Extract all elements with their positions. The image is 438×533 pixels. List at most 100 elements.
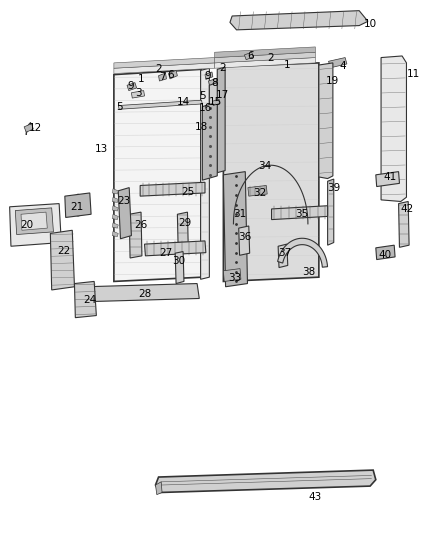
Polygon shape (112, 231, 118, 237)
Circle shape (187, 291, 190, 294)
Polygon shape (202, 102, 217, 180)
Text: 43: 43 (309, 492, 322, 502)
Polygon shape (129, 212, 142, 258)
Polygon shape (85, 284, 199, 302)
Polygon shape (112, 189, 118, 194)
Text: 6: 6 (167, 70, 174, 79)
Polygon shape (319, 63, 333, 179)
Polygon shape (24, 124, 33, 132)
Text: 5: 5 (116, 102, 123, 111)
Polygon shape (65, 193, 91, 217)
Text: 22: 22 (57, 246, 70, 255)
Circle shape (149, 291, 152, 294)
Text: 19: 19 (326, 76, 339, 86)
Polygon shape (131, 91, 145, 98)
Polygon shape (112, 197, 118, 203)
Text: 10: 10 (364, 19, 377, 29)
Text: 9: 9 (127, 82, 134, 91)
Text: 2: 2 (267, 53, 274, 62)
Polygon shape (248, 185, 267, 196)
Text: 8: 8 (211, 78, 218, 87)
Text: 21: 21 (70, 202, 83, 212)
Polygon shape (201, 68, 209, 279)
Polygon shape (112, 206, 118, 211)
Text: 32: 32 (253, 188, 266, 198)
Polygon shape (127, 83, 137, 91)
Polygon shape (26, 123, 31, 135)
Text: 9: 9 (205, 71, 212, 80)
Text: 14: 14 (177, 98, 190, 107)
Polygon shape (145, 241, 206, 256)
Polygon shape (244, 52, 253, 60)
Polygon shape (114, 58, 215, 68)
Polygon shape (278, 244, 288, 268)
Text: 16: 16 (198, 103, 212, 112)
Text: 13: 13 (95, 144, 108, 154)
Text: 5: 5 (199, 91, 206, 101)
Text: 35: 35 (295, 209, 308, 219)
Polygon shape (15, 208, 53, 235)
Polygon shape (223, 172, 247, 287)
Text: 29: 29 (178, 218, 191, 228)
Polygon shape (118, 188, 131, 239)
Polygon shape (155, 470, 376, 492)
Polygon shape (112, 214, 118, 220)
Polygon shape (215, 52, 315, 63)
Text: 1: 1 (138, 74, 145, 84)
Polygon shape (328, 58, 347, 68)
Text: 3: 3 (134, 88, 141, 98)
Polygon shape (74, 281, 96, 318)
Text: 28: 28 (138, 289, 151, 299)
Text: 33: 33 (228, 273, 241, 283)
Polygon shape (21, 212, 47, 230)
Polygon shape (212, 99, 220, 106)
Text: 12: 12 (29, 123, 42, 133)
Polygon shape (50, 230, 74, 290)
Polygon shape (112, 223, 118, 228)
Text: 6: 6 (247, 51, 254, 61)
Polygon shape (278, 238, 328, 267)
Text: 17: 17 (216, 90, 229, 100)
Polygon shape (208, 78, 218, 86)
Polygon shape (175, 252, 184, 284)
Text: 39: 39 (327, 183, 340, 192)
Polygon shape (114, 69, 202, 281)
Text: 20: 20 (21, 220, 34, 230)
Polygon shape (177, 212, 188, 254)
Text: 24: 24 (83, 295, 96, 304)
Polygon shape (205, 72, 213, 79)
Polygon shape (159, 73, 166, 81)
Polygon shape (399, 201, 409, 247)
Text: 4: 4 (339, 61, 346, 70)
Polygon shape (223, 63, 319, 281)
Text: 37: 37 (278, 248, 291, 258)
Text: 1: 1 (283, 60, 290, 70)
Text: 11: 11 (407, 69, 420, 78)
Text: 41: 41 (383, 172, 396, 182)
Text: 38: 38 (302, 267, 315, 277)
Polygon shape (381, 56, 406, 201)
Text: 23: 23 (117, 197, 130, 206)
Polygon shape (10, 204, 61, 246)
Circle shape (168, 291, 171, 294)
Circle shape (131, 291, 133, 294)
Polygon shape (155, 482, 162, 495)
Polygon shape (114, 63, 215, 74)
Text: 7: 7 (159, 72, 166, 82)
Polygon shape (223, 269, 241, 281)
Circle shape (93, 291, 95, 294)
Polygon shape (230, 11, 368, 30)
Text: 34: 34 (258, 161, 272, 171)
Polygon shape (169, 70, 177, 79)
Polygon shape (140, 182, 205, 196)
Text: 36: 36 (238, 232, 251, 242)
Text: 40: 40 (379, 250, 392, 260)
Polygon shape (272, 206, 328, 220)
Polygon shape (328, 179, 334, 245)
Text: 2: 2 (219, 63, 226, 73)
Polygon shape (376, 245, 395, 260)
Polygon shape (215, 47, 315, 58)
Text: 42: 42 (401, 204, 414, 214)
Text: 18: 18 (195, 122, 208, 132)
Polygon shape (215, 58, 315, 68)
